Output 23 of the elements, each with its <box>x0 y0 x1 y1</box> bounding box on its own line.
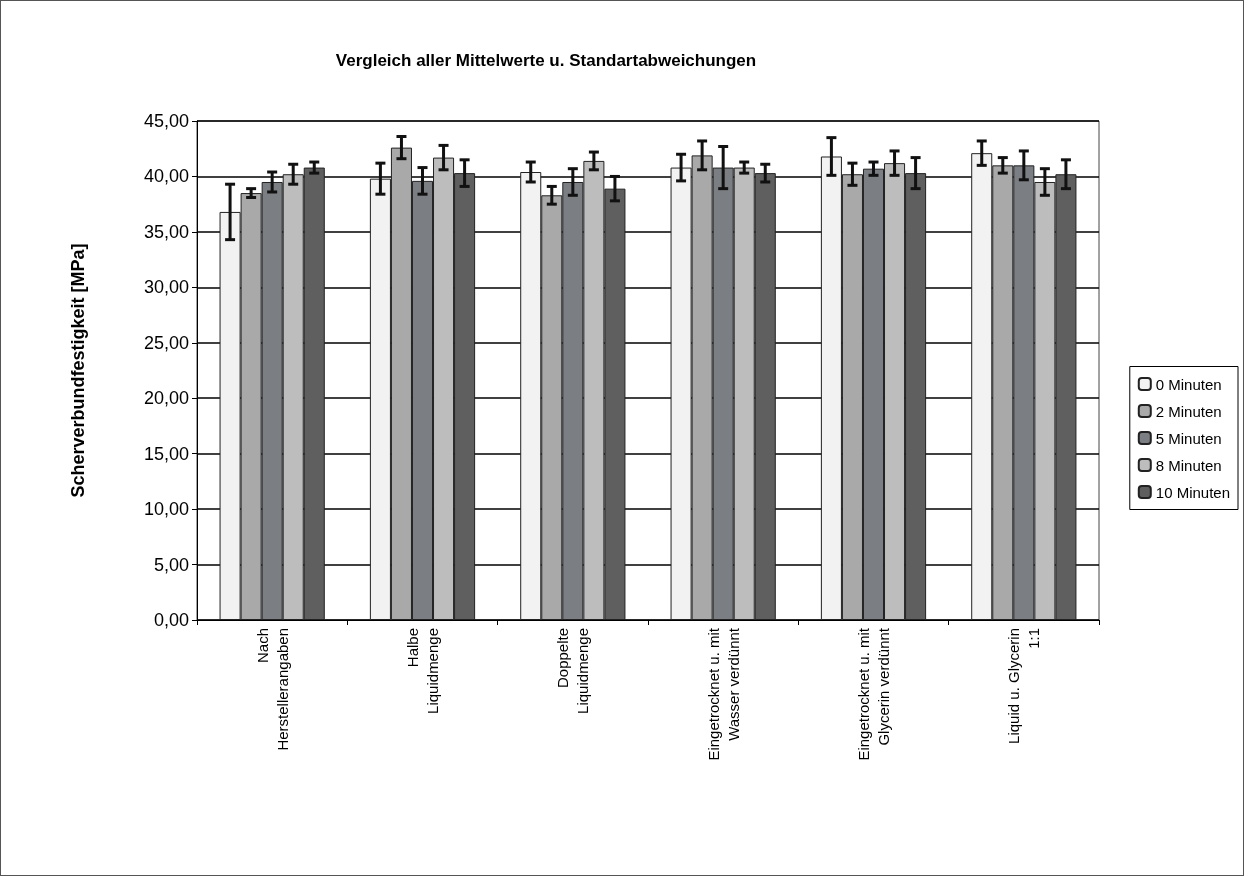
legend-label: 8 Minuten <box>1155 456 1222 474</box>
x-tick-label: Eingetrocknet u. mit Wasser verdünnt <box>704 627 742 761</box>
y-tick-label: 10,00 <box>143 499 189 520</box>
x-tick-label: Halbe Liquidmenge <box>404 628 441 714</box>
x-tick-label: Doppelte Liquidmenge <box>554 628 592 714</box>
chart-title: Vergleich aller Mittelwerte u. Standartabweichungen <box>335 51 757 70</box>
y-tick-label: 25,00 <box>143 332 189 353</box>
legend-label: 10 Minuten <box>1155 483 1230 501</box>
y-tick-label: 15,00 <box>143 443 189 464</box>
x-tick-label: Eingetrocknet u. mit Glycerin verdünnt <box>855 627 892 761</box>
legend-label: 5 Minuten <box>1155 429 1222 447</box>
y-tick-label: 0,00 <box>153 610 189 630</box>
x-tick-label: Liquid u. Glycerin 1:1 <box>1005 628 1043 744</box>
y-tick-label: 35,00 <box>143 221 189 242</box>
y-tick-label: 40,00 <box>143 166 189 187</box>
y-tick-label: 45,00 <box>143 111 189 131</box>
y-tick-label: 5,00 <box>153 554 189 575</box>
y-tick-label: 30,00 <box>143 277 189 298</box>
y-tick-label: 20,00 <box>143 388 189 409</box>
legend-label: 0 Minuten <box>1155 375 1222 393</box>
legend-label: 2 Minuten <box>1155 402 1222 420</box>
x-tick-label: Nach Herstellerangaben <box>253 628 291 751</box>
y-axis-title: Scherverbundfestigkeit [MPa] <box>68 243 88 498</box>
